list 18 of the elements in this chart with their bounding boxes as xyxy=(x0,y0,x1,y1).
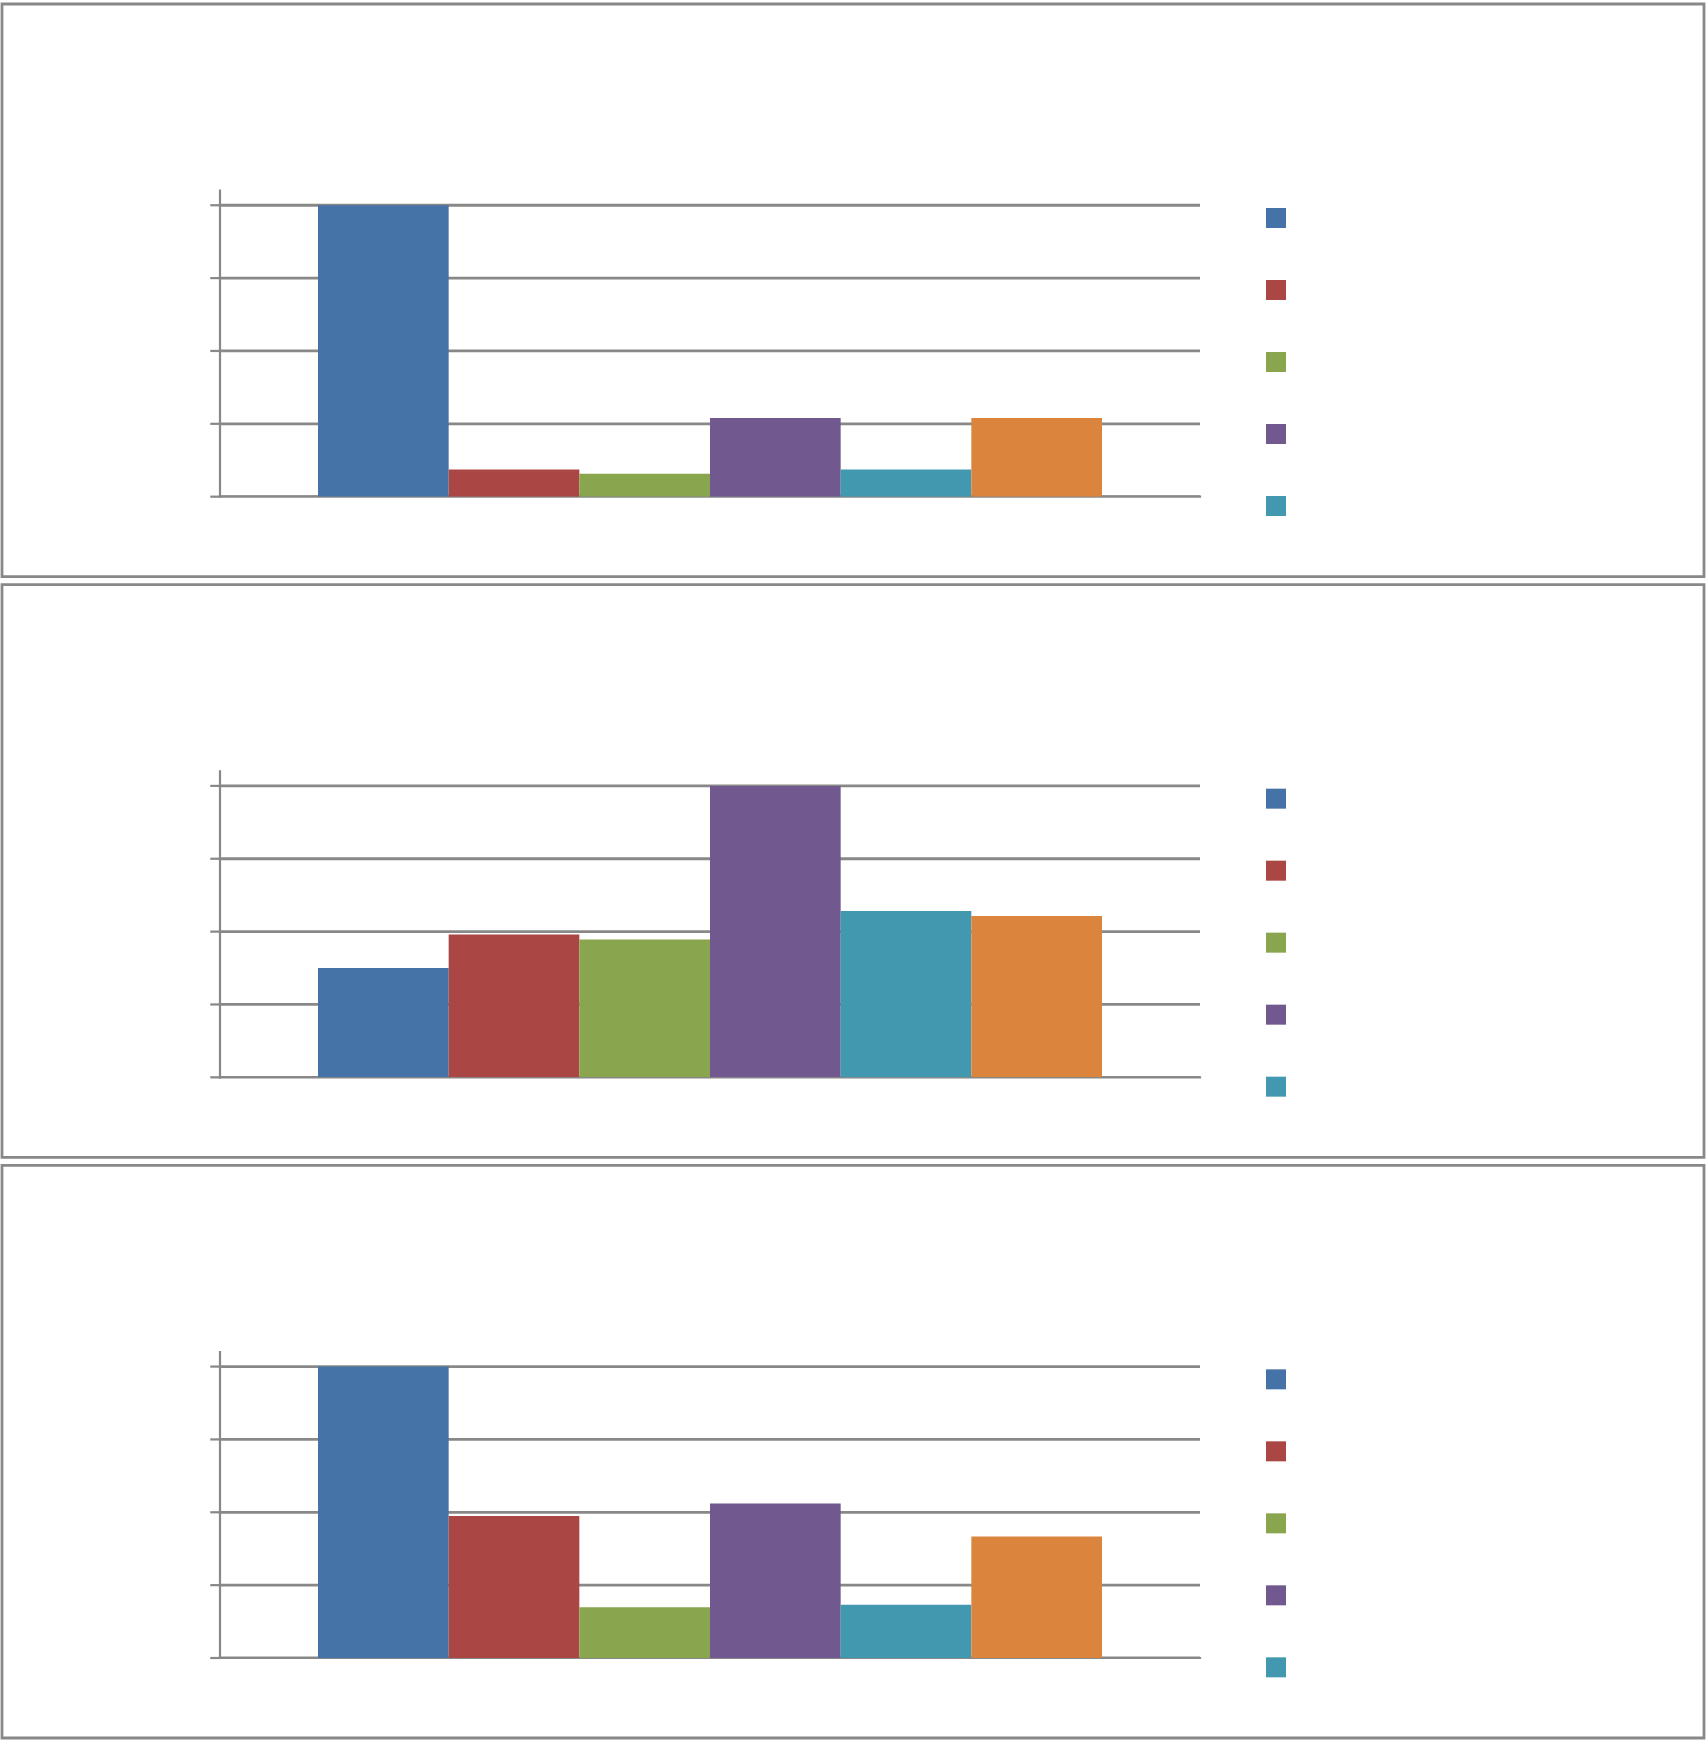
bar xyxy=(448,934,580,1078)
bar xyxy=(710,785,841,1078)
bar xyxy=(971,915,1102,1078)
bar xyxy=(579,473,710,497)
bar xyxy=(840,469,972,497)
bar xyxy=(971,417,1102,497)
bar xyxy=(971,1536,1102,1658)
bar xyxy=(579,939,710,1078)
bar xyxy=(710,1503,841,1658)
bar xyxy=(840,1604,972,1658)
bar xyxy=(448,1516,580,1658)
bar xyxy=(318,1366,449,1658)
bar xyxy=(840,910,972,1078)
bar xyxy=(579,1607,710,1658)
bar xyxy=(448,469,580,497)
bar xyxy=(318,205,449,497)
bar xyxy=(318,968,449,1078)
bar xyxy=(710,417,841,497)
